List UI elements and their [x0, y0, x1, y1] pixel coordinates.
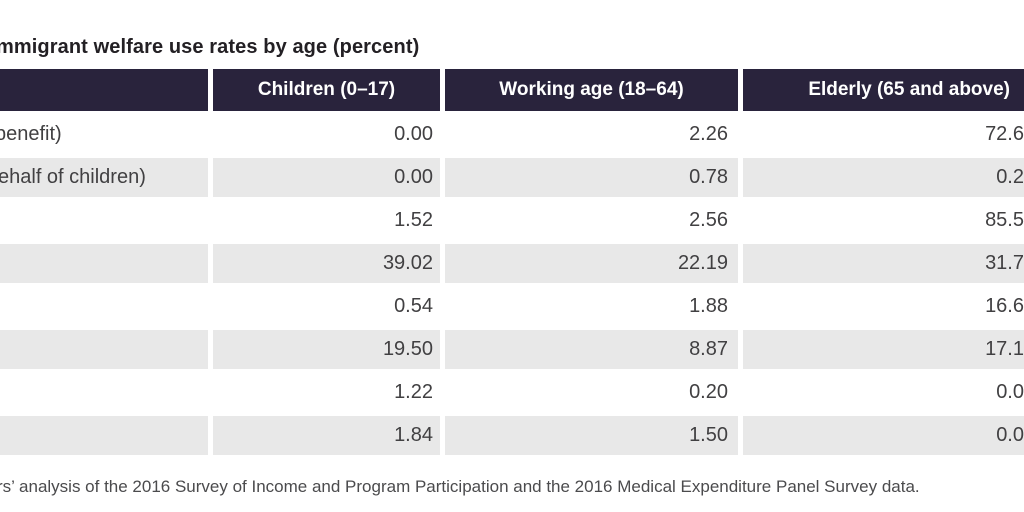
cell-working-age: 0.20	[689, 381, 728, 403]
cell-working-age: 2.26	[689, 123, 728, 145]
cell-elderly: 0.0	[743, 416, 1024, 455]
cell-working-age: 22.19	[445, 244, 738, 283]
cell-working-age: 1.50	[445, 416, 738, 455]
row-label	[0, 416, 208, 455]
cell-working-age: 2.56	[689, 209, 728, 231]
row-label	[0, 201, 208, 240]
cell-children: 39.02	[213, 244, 440, 283]
table-row: benefit) 0.00 2.26 72.6	[0, 115, 1024, 154]
table-row: 1.22 0.20 0.0	[0, 373, 1024, 412]
cell-children: 1.84	[213, 416, 440, 455]
row-label: benefit)	[0, 123, 62, 145]
table-row: ehalf of children) 0.00 0.78 0.2	[0, 158, 1024, 197]
cell-elderly: 0.0	[996, 381, 1024, 403]
cell-children: 0.00	[213, 158, 440, 197]
header-cell-children: Children (0–17)	[213, 69, 440, 111]
cell-elderly: 16.6	[985, 295, 1024, 317]
table-row: 19.50 8.87 17.1	[0, 330, 1024, 369]
cell-working-age: 1.88	[689, 295, 728, 317]
table-row: 39.02 22.19 31.7	[0, 244, 1024, 283]
header-cell-row-label	[0, 69, 208, 111]
table-row: 0.54 1.88 16.6	[0, 287, 1024, 326]
table-row: 1.52 2.56 85.5	[0, 201, 1024, 240]
row-label: ehalf of children)	[0, 158, 208, 197]
cell-working-age: 8.87	[445, 330, 738, 369]
cell-children: 0.00	[394, 123, 433, 145]
cell-elderly: 72.6	[985, 123, 1024, 145]
row-label	[0, 244, 208, 283]
row-label	[0, 287, 208, 326]
welfare-table: Children (0–17) Working age (18–64) Elde…	[0, 69, 1024, 459]
table-title: mmigrant welfare use rates by age (perce…	[0, 36, 420, 58]
cell-children: 0.54	[394, 295, 433, 317]
cell-elderly: 17.1	[743, 330, 1024, 369]
source-note: rs’ analysis of the 2016 Survey of Incom…	[0, 477, 920, 496]
row-label	[0, 373, 208, 412]
cell-working-age: 0.78	[445, 158, 738, 197]
table-row: 1.84 1.50 0.0	[0, 416, 1024, 455]
cell-children: 19.50	[213, 330, 440, 369]
row-label	[0, 330, 208, 369]
cell-children: 1.52	[394, 209, 433, 231]
header-cell-working-age: Working age (18–64)	[445, 69, 738, 111]
cell-children: 1.22	[394, 381, 433, 403]
cell-elderly: 85.5	[985, 209, 1024, 231]
header-cell-elderly: Elderly (65 and above)	[743, 69, 1024, 111]
table-header-row: Children (0–17) Working age (18–64) Elde…	[0, 69, 1024, 111]
cell-elderly: 31.7	[743, 244, 1024, 283]
cell-elderly: 0.2	[743, 158, 1024, 197]
